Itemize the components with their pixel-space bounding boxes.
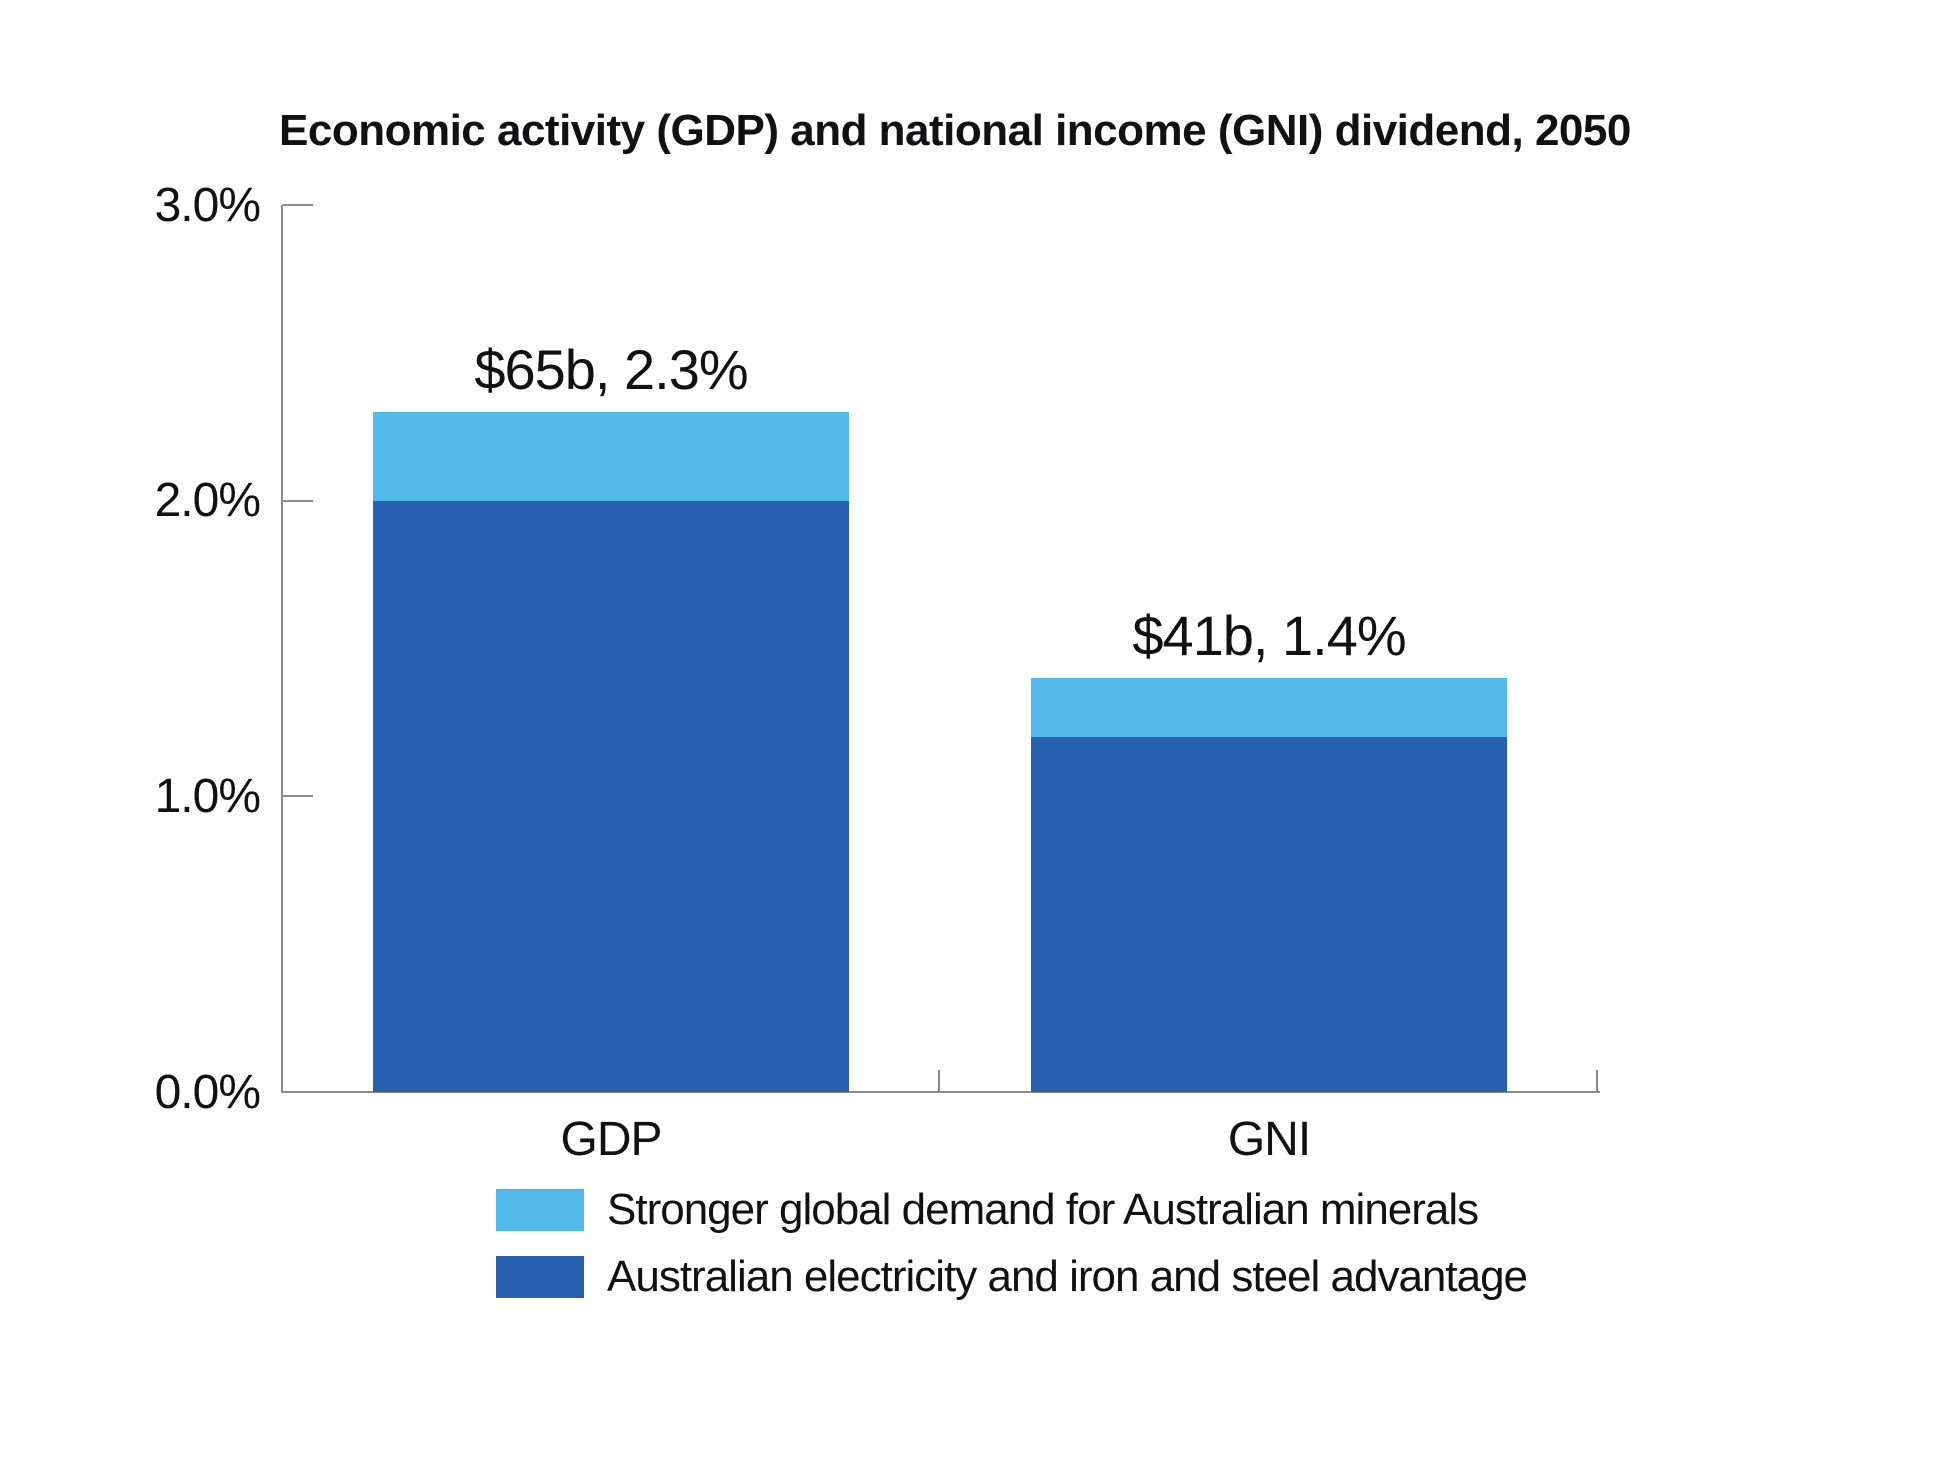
y-tick-mark — [283, 795, 313, 798]
y-tick-label: 1.0% — [154, 769, 261, 823]
y-tick-label: 2.0% — [154, 474, 261, 528]
bar-segment-gni-1 — [1031, 678, 1507, 738]
legend: Stronger global demand for Australian mi… — [496, 1188, 1528, 1301]
y-tick-label: 3.0% — [154, 178, 261, 232]
legend-label: Stronger global demand for Australian mi… — [607, 1185, 1479, 1234]
x-category-label-gdp: GDP — [560, 1113, 662, 1166]
legend-item: Australian electricity and iron and stee… — [496, 1252, 1528, 1301]
x-axis-line — [281, 1091, 1600, 1093]
bar-total-label-gni: $41b, 1.4% — [1132, 604, 1406, 668]
x-tick-mark — [1596, 1070, 1598, 1092]
bar-segment-gdp-1 — [373, 411, 849, 501]
y-tick-label: 0.0% — [154, 1065, 261, 1119]
x-tick-mark — [938, 1070, 940, 1092]
x-category-label-gni: GNI — [1227, 1113, 1311, 1166]
legend-item: Stronger global demand for Australian mi… — [496, 1188, 1527, 1232]
y-tick-mark — [283, 204, 313, 206]
bar-segment-gni-0 — [1031, 737, 1507, 1092]
y-axis-line — [281, 205, 283, 1092]
legend-swatch — [496, 1189, 584, 1231]
bar-total-label-gdp: $65b, 2.3% — [474, 337, 748, 401]
bar-segment-gdp-0 — [373, 500, 849, 1092]
legend-swatch — [496, 1256, 584, 1298]
chart-title: Economic activity (GDP) and national inc… — [279, 106, 1631, 155]
y-tick-mark — [283, 499, 313, 502]
legend-label: Australian electricity and iron and stee… — [607, 1252, 1528, 1301]
